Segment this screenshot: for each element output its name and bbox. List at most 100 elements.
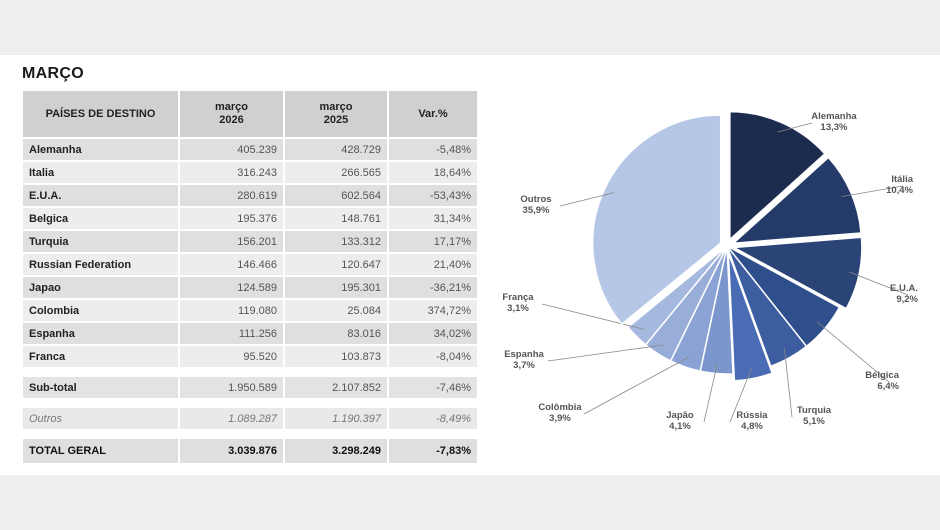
slice-percent: 35,9%	[523, 205, 550, 216]
table-row: Franca 95.520 103.873 -8,04%	[23, 346, 477, 367]
cell-value: 103.873	[285, 346, 387, 367]
row-label: Espanha	[23, 323, 178, 344]
row-label: Franca	[23, 346, 178, 367]
cell-value: 602.564	[285, 185, 387, 206]
cell-value: -7,46%	[389, 377, 477, 398]
pie-slice	[591, 114, 722, 326]
row-label: Belgica	[23, 208, 178, 229]
cell-value: 83.016	[285, 323, 387, 344]
leader-line	[777, 122, 813, 133]
cell-value: 195.376	[180, 208, 283, 229]
cell-value: 146.466	[180, 254, 283, 275]
slice-label: E.U.A.	[890, 283, 918, 294]
pie-slice	[727, 252, 774, 382]
pie-slice	[626, 245, 728, 346]
subtotal-row: Sub-total 1.950.589 2.107.852 -7,46%	[23, 377, 477, 398]
cell-value: 3.298.249	[285, 439, 387, 463]
cell-value: 3.039.876	[180, 439, 283, 463]
pie-slice	[731, 236, 863, 310]
table-row: Italia 316.243 266.565 18,64%	[23, 162, 477, 183]
leader-line	[848, 271, 909, 296]
table-header-row: PAÍSES DE DESTINO março 2026 março 2025 Var.%	[23, 91, 477, 137]
row-label: Outros	[23, 408, 178, 429]
table-row: Turquia 156.201 133.312 17,17%	[23, 231, 477, 252]
cell-value: -8,04%	[389, 346, 477, 367]
leader-line	[703, 363, 718, 423]
cell-value: 21,40%	[389, 254, 477, 275]
cell-value: 124.589	[180, 277, 283, 298]
row-label: Colombia	[23, 300, 178, 321]
destination-table: PAÍSES DE DESTINO março 2026 março 2025 Var.%…	[21, 89, 479, 465]
slice-label: Rússia	[736, 410, 768, 421]
leader-line	[729, 368, 752, 423]
leader-line	[816, 321, 890, 383]
row-label: Italia	[23, 162, 178, 183]
cell-value: 156.201	[180, 231, 283, 252]
slice-label: Outros	[520, 194, 551, 205]
cell-value: 316.243	[180, 162, 283, 183]
slice-label: Colômbia	[538, 402, 582, 413]
cell-value: 95.520	[180, 346, 283, 367]
slice-percent: 9,2%	[896, 294, 918, 305]
report-panel: MARÇO PAÍSES DE DESTINO março 2026 março 202…	[0, 55, 940, 475]
slice-label: Espanha	[504, 349, 544, 360]
row-label: Sub-total	[23, 377, 178, 398]
cell-value: 34,02%	[389, 323, 477, 344]
page-title: MARÇO	[22, 65, 84, 82]
cell-value: 17,17%	[389, 231, 477, 252]
leader-line	[559, 192, 615, 207]
slice-percent: 3,7%	[513, 360, 535, 371]
cell-value: 266.565	[285, 162, 387, 183]
table-row: Colombia 119.080 25.084 374,72%	[23, 300, 477, 321]
cell-value: -7,83%	[389, 439, 477, 463]
table-row: Belgica 195.376 148.761 31,34%	[23, 208, 477, 229]
cell-value: 195.301	[285, 277, 387, 298]
leader-line	[784, 348, 793, 418]
table-row: Alemanha 405.239 428.729 -5,48%	[23, 139, 477, 160]
slice-label: Turquia	[797, 405, 832, 416]
cell-value: 25.084	[285, 300, 387, 321]
leader-line	[541, 303, 644, 330]
leader-line	[583, 356, 689, 415]
row-label: E.U.A.	[23, 185, 178, 206]
cell-value: 120.647	[285, 254, 387, 275]
column-header: Var.%	[389, 91, 477, 137]
pie-slice	[731, 156, 862, 245]
cell-value: 405.239	[180, 139, 283, 160]
slice-percent: 4,8%	[741, 421, 763, 432]
cell-value: -5,48%	[389, 139, 477, 160]
table-row: Espanha 111.256 83.016 34,02%	[23, 323, 477, 344]
total-row: TOTAL GERAL 3.039.876 3.298.249 -7,83%	[23, 439, 477, 463]
cell-value: -8,49%	[389, 408, 477, 429]
cell-value: 280.619	[180, 185, 283, 206]
cell-value: 1.190.397	[285, 408, 387, 429]
slice-percent: 3,1%	[507, 303, 529, 314]
cell-value: 31,34%	[389, 208, 477, 229]
pie-slice	[729, 110, 826, 242]
cell-value: 18,64%	[389, 162, 477, 183]
slice-percent: 5,1%	[803, 416, 825, 427]
leader-line	[841, 185, 904, 197]
table-row: E.U.A. 280.619 602.564 -53,43%	[23, 185, 477, 206]
slice-percent: 4,1%	[669, 421, 691, 432]
row-label: Japao	[23, 277, 178, 298]
cell-value: 111.256	[180, 323, 283, 344]
slice-label: Itália	[891, 174, 913, 185]
slice-percent: 3,9%	[549, 413, 571, 424]
cell-value: 119.080	[180, 300, 283, 321]
outros-row: Outros 1.089.287 1.190.397 -8,49%	[23, 408, 477, 429]
slice-label: Japão	[666, 410, 694, 421]
row-label: Russian Federation	[23, 254, 178, 275]
cell-value: 133.312	[285, 231, 387, 252]
row-label: Alemanha	[23, 139, 178, 160]
slice-percent: 6,4%	[877, 381, 899, 392]
slice-label: Alemanha	[811, 111, 857, 122]
table-row: Russian Federation 146.466 120.647 21,40%	[23, 254, 477, 275]
slice-percent: 10,4%	[886, 185, 913, 196]
slice-percent: 13,3%	[821, 122, 848, 133]
cell-value: -53,43%	[389, 185, 477, 206]
column-header: março 2025	[285, 91, 387, 137]
cell-value: 148.761	[285, 208, 387, 229]
column-header: março 2026	[180, 91, 283, 137]
